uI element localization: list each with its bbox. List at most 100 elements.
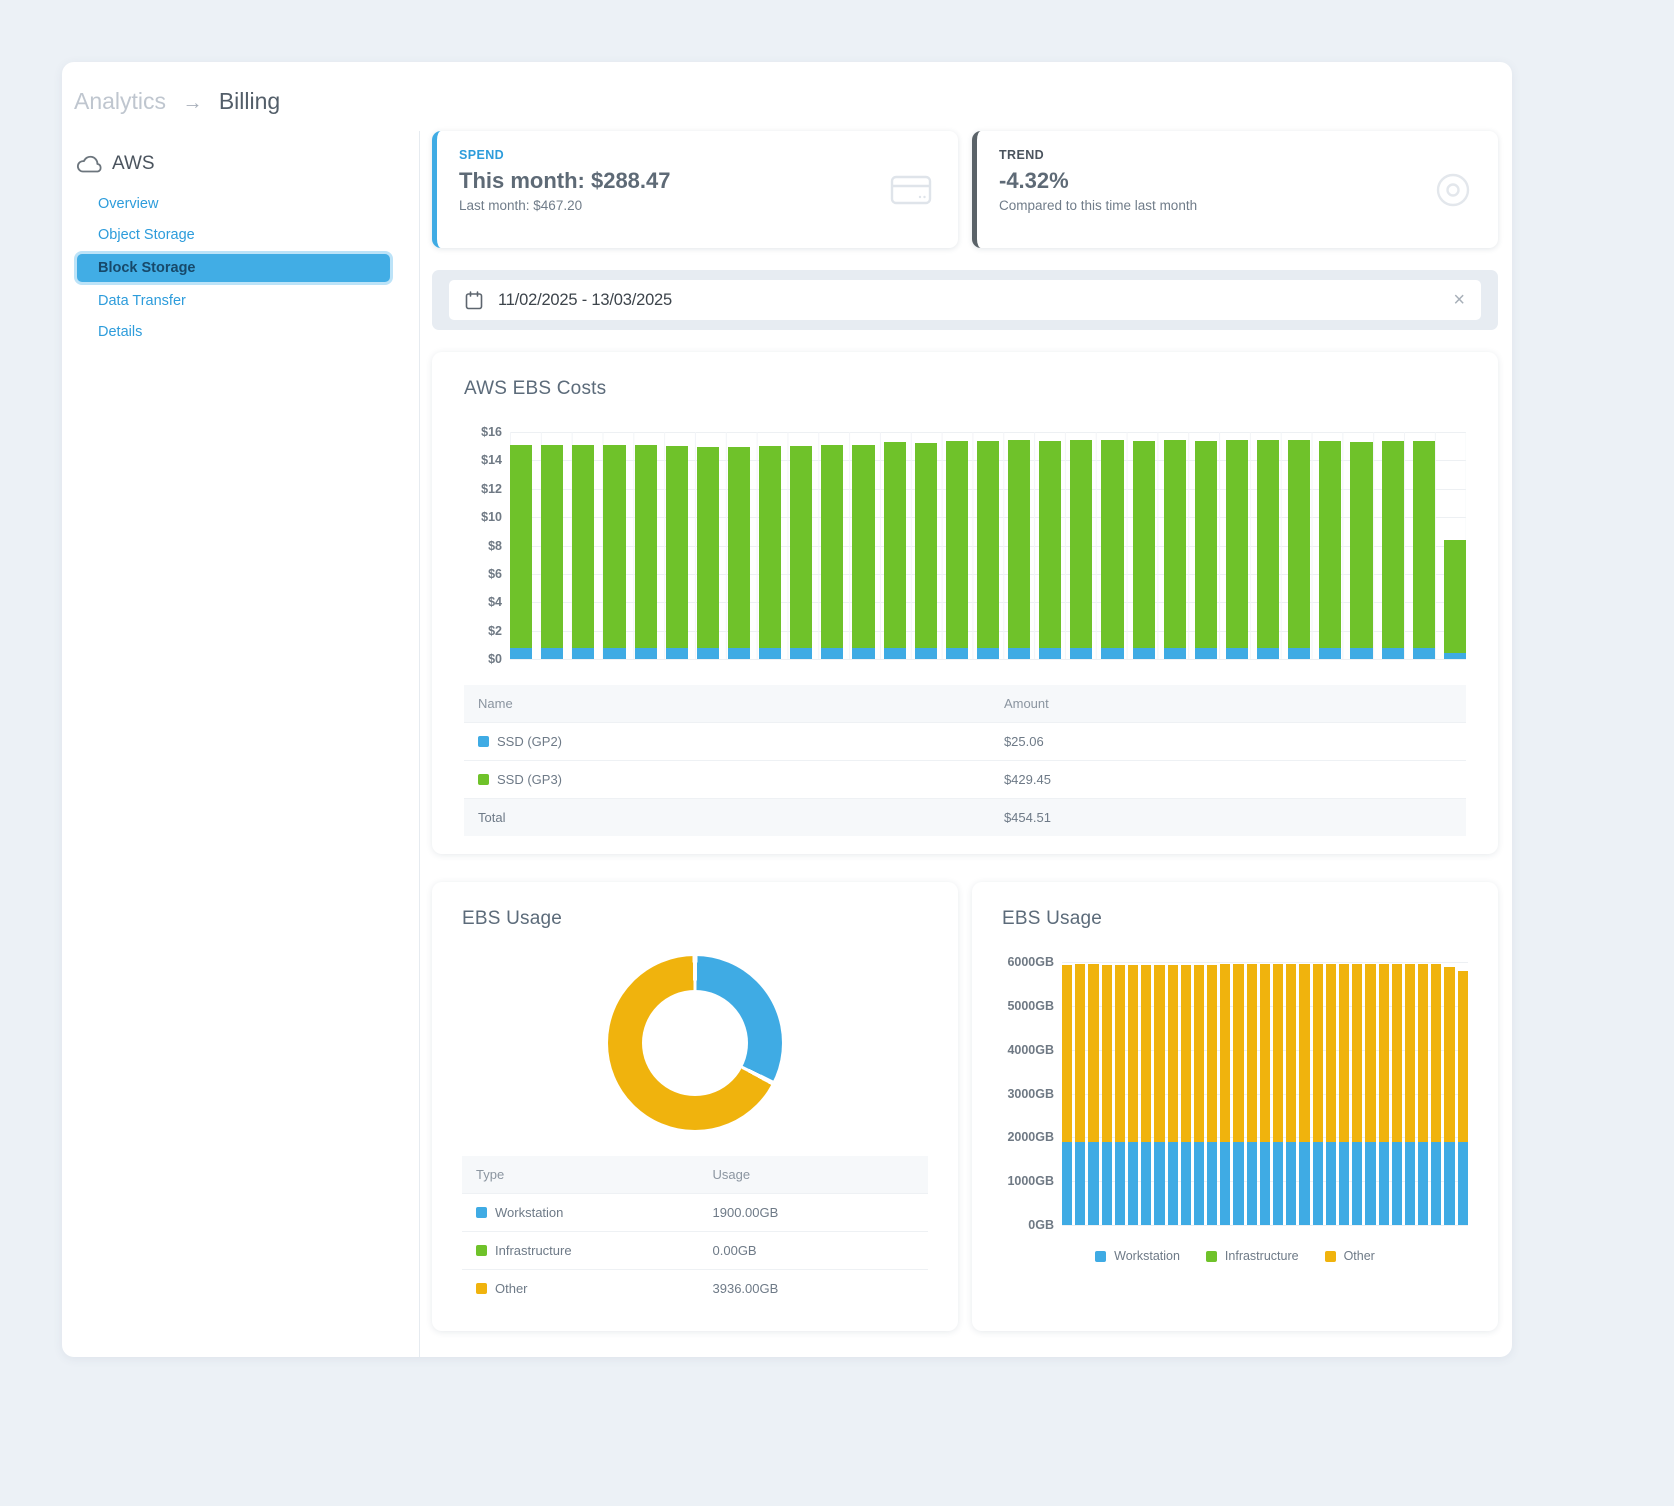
- bar-segment-ssd-gp2-: [1225, 647, 1248, 659]
- bar-segment-ssd-gp3-: [1194, 441, 1217, 648]
- bar-segment-ssd-gp3-: [1319, 441, 1342, 648]
- stacked-bar: [1163, 432, 1186, 659]
- y-tick-label: $14: [481, 453, 502, 468]
- table-header-name: Name: [478, 696, 513, 711]
- bar-segment-other: [1075, 964, 1086, 1142]
- cost-table: Name Amount SSD (GP2) $25.06 SSD (GP3) $429.4…: [464, 685, 1466, 836]
- bar-segment-ssd-gp2-: [1070, 647, 1093, 659]
- bar-segment-other: [1101, 964, 1112, 1142]
- bar-segment-other: [1457, 971, 1468, 1142]
- table-cell-name: SSD (GP2): [478, 734, 1004, 749]
- stacked-bar: [1325, 962, 1336, 1225]
- bar-segment-other: [1325, 964, 1336, 1142]
- sidebar-item-data-transfer[interactable]: Data Transfer: [98, 293, 186, 309]
- bar-segment-ssd-gp2-: [1381, 647, 1404, 659]
- stacked-bar: [1381, 432, 1404, 659]
- cloud-icon: [76, 155, 102, 173]
- bar-segment-workstation: [1088, 1141, 1099, 1225]
- bar-segment-ssd-gp3-: [852, 444, 875, 648]
- spend-this-month: This month: $288.47: [459, 168, 671, 193]
- sidebar-item-overview[interactable]: Overview: [98, 196, 159, 212]
- y-axis: 6000GB 5000GB 4000GB 3000GB 2000GB 1000GB 0GB: [1002, 955, 1062, 1232]
- legend-label: Workstation: [1114, 1249, 1180, 1263]
- y-tick-label: 0GB: [1028, 1218, 1054, 1232]
- stacked-bar: [1180, 962, 1191, 1225]
- series-name: SSD (GP2): [497, 734, 563, 749]
- bar-segment-ssd-gp3-: [1381, 441, 1404, 648]
- table-row: Infrastructure 0.00GB: [462, 1231, 928, 1269]
- stacked-bar: [1257, 432, 1280, 659]
- legend-item-other[interactable]: Other: [1324, 1249, 1375, 1263]
- trend-label: TREND: [999, 148, 1045, 162]
- trend-subtitle: Compared to this time last month: [999, 198, 1198, 213]
- bar-segment-workstation: [1431, 1141, 1442, 1225]
- table-header-value: Usage: [712, 1167, 751, 1182]
- sidebar-item-details[interactable]: Details: [98, 324, 143, 340]
- bar-segment-ssd-gp3-: [1101, 440, 1124, 648]
- breadcrumb-analytics[interactable]: Analytics: [74, 88, 167, 114]
- legend-label: Other: [1343, 1249, 1375, 1263]
- bar-segment-other: [1391, 964, 1402, 1142]
- stacked-bar: [1075, 962, 1086, 1225]
- bar-segment-ssd-gp3-: [1257, 440, 1280, 648]
- bar-segment-ssd-gp2-: [1319, 647, 1342, 659]
- bar-segment-other: [1338, 963, 1350, 1142]
- usage-chart-legend: Workstation Infrastructure Other: [1002, 1249, 1468, 1263]
- stacked-bar: [1391, 962, 1402, 1225]
- bar-segment-workstation: [1075, 1141, 1086, 1225]
- stacked-bar: [1443, 432, 1466, 659]
- table-total-value: $454.51: [1003, 810, 1051, 825]
- bar-segment-ssd-gp3-: [1412, 441, 1435, 648]
- y-tick-label: 6000GB: [1007, 955, 1054, 969]
- bar-segment-other: [1141, 965, 1152, 1142]
- stacked-bar: [1273, 962, 1284, 1225]
- sidebar-group-aws: AWS: [74, 153, 393, 175]
- stacked-bar: [1412, 432, 1435, 659]
- sidebar-group-label: AWS: [112, 153, 155, 174]
- usage-chart-title: EBS Usage: [1002, 908, 1103, 929]
- plot-area: [510, 432, 1466, 660]
- date-range-input[interactable]: 11/02/2025 - 13/03/2025 ×: [449, 280, 1481, 320]
- legend-item-infrastructure[interactable]: Infrastructure: [1205, 1249, 1299, 1263]
- stacked-bar: [1101, 962, 1112, 1225]
- stacked-bar: [1457, 962, 1468, 1225]
- stacked-bar: [665, 432, 688, 659]
- stacked-bar: [1312, 962, 1323, 1225]
- stacked-bar: [1418, 962, 1429, 1225]
- table-cell-name: Workstation: [476, 1205, 713, 1220]
- spend-label: SPEND: [459, 148, 505, 162]
- sidebar-item-object-storage[interactable]: Object Storage: [98, 227, 195, 243]
- legend-item-workstation[interactable]: Workstation: [1095, 1249, 1180, 1263]
- bar-segment-ssd-gp2-: [945, 647, 968, 659]
- bar-segment-ssd-gp3-: [1070, 440, 1093, 648]
- bar-segment-ssd-gp3-: [634, 444, 657, 648]
- bar-segment-ssd-gp2-: [1257, 647, 1280, 659]
- bar-segment-other: [1062, 964, 1073, 1142]
- bar-segment-workstation: [1299, 1141, 1310, 1225]
- clear-date-icon[interactable]: ×: [1453, 289, 1465, 311]
- bar-segment-ssd-gp2-: [572, 647, 595, 659]
- stacked-bar: [1378, 962, 1389, 1225]
- cost-chart-title: AWS EBS Costs: [464, 378, 607, 399]
- usage-bar-chart: 6000GB 5000GB 4000GB 3000GB 2000GB 1000GB 0GB: [1002, 955, 1468, 1232]
- series-name: Infrastructure: [495, 1243, 572, 1258]
- ebs-usage-bars-panel: EBS Usage 6000GB 5000GB 4000GB 3000GB 2000GB…: [972, 882, 1498, 1331]
- bar-segment-other: [1273, 963, 1284, 1142]
- bar-segment-ssd-gp3-: [1288, 440, 1311, 648]
- sidebar: AWS Overview Object Storage Block Storag…: [62, 131, 420, 1357]
- stacked-bar: [1008, 432, 1031, 659]
- stacked-bar: [790, 432, 813, 659]
- sidebar-item-block-storage[interactable]: Block Storage: [74, 251, 393, 285]
- bar-segment-ssd-gp2-: [821, 647, 844, 659]
- stacked-bar: [1286, 962, 1297, 1225]
- series-name: Other: [495, 1281, 528, 1296]
- stacked-bar: [883, 432, 906, 659]
- stacked-bar: [821, 432, 844, 659]
- table-cell-value: 3936.00GB: [712, 1281, 779, 1296]
- bar-segment-ssd-gp2-: [759, 647, 782, 659]
- bar-segment-ssd-gp2-: [603, 647, 626, 659]
- stacked-bar: [1062, 962, 1073, 1225]
- bar-segment-workstation: [1141, 1141, 1152, 1225]
- stacked-bar: [1132, 432, 1155, 659]
- stacked-bar: [1404, 962, 1416, 1225]
